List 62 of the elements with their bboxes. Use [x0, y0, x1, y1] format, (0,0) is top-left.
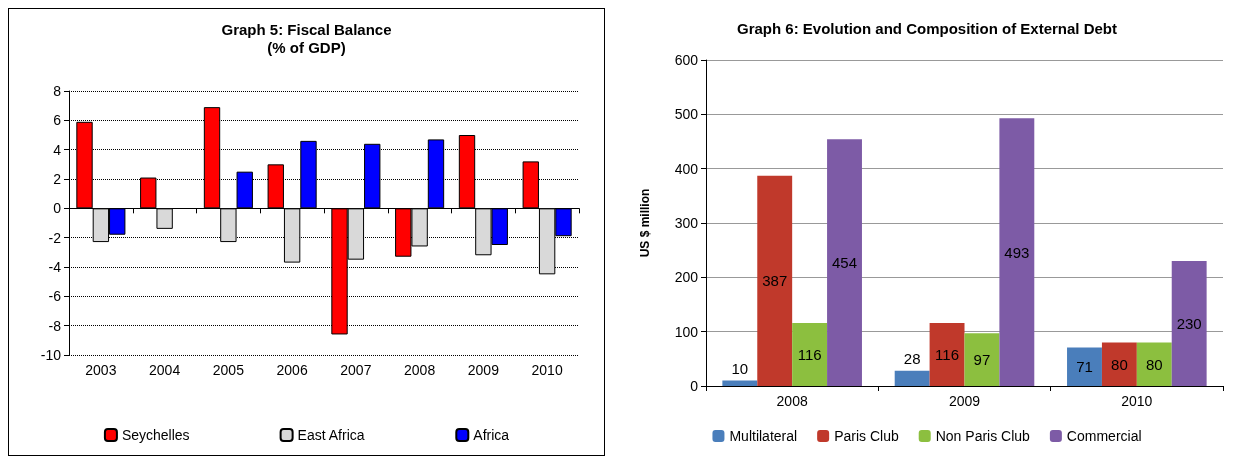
chart-title: Graph 6: Evolution and Composition of External Debt: [736, 19, 1118, 37]
legend-label: Seychelles: [121, 427, 190, 443]
x-tick-label: 2005: [212, 362, 245, 378]
data-label: 10: [731, 359, 749, 377]
chart-title: Graph 5: Fiscal Balance (% of GDP): [221, 20, 392, 56]
data-label: 454: [832, 254, 858, 272]
x-tick-label: 2007: [340, 362, 372, 378]
bar: [999, 118, 1035, 386]
x-tick-label: 2009: [948, 393, 981, 409]
data-label: 80: [1111, 355, 1128, 373]
legend-label: Africa: [473, 427, 510, 443]
bar: [757, 175, 793, 386]
y-tick-label: -8: [48, 317, 62, 334]
data-label: 387: [762, 272, 788, 290]
data-label: 28: [903, 349, 921, 367]
data-label: 97: [973, 351, 991, 369]
x-tick-label: 2008: [776, 393, 808, 409]
y-tick-label: 8: [53, 83, 62, 99]
y-tick-label: 4: [53, 141, 62, 158]
data-label: 116: [935, 345, 960, 363]
y-axis-title: US $ million: [638, 188, 652, 258]
y-tick-label: 400: [674, 160, 699, 177]
bar: [929, 322, 965, 386]
data-label: 71: [1076, 358, 1093, 376]
data-label: 80: [1145, 355, 1163, 373]
y-tick-label: -2: [48, 229, 62, 246]
legend-label: Commercial: [1066, 428, 1142, 444]
x-tick-label: 2009: [467, 362, 500, 378]
y-tick-label: 600: [674, 52, 699, 68]
bar: [964, 333, 1000, 386]
x-tick-label: 2010: [1121, 393, 1153, 409]
bar: [1067, 347, 1102, 386]
data-label: 230: [1176, 315, 1202, 333]
bar: [827, 139, 862, 386]
y-tick-label: 300: [674, 215, 699, 231]
y-tick-label: 2: [53, 171, 62, 187]
y-tick-label: 6: [53, 112, 62, 129]
x-tick-label: 2004: [149, 362, 181, 378]
legend-label: Non Paris Club: [935, 428, 1031, 444]
x-tick-label: 2008: [404, 362, 436, 378]
y-tick-label: 500: [674, 106, 699, 123]
y-tick-label: -6: [48, 288, 62, 305]
data-label: 116: [797, 345, 822, 363]
bar: [792, 322, 828, 386]
legend-label: East Africa: [297, 427, 365, 443]
y-tick-label: 0: [690, 378, 699, 394]
x-tick-label: 2010: [531, 362, 563, 378]
y-tick-label: 0: [53, 200, 62, 217]
y-tick-label: 100: [674, 323, 699, 340]
bar: [1136, 342, 1172, 386]
legend-label: Multilateral: [729, 428, 798, 444]
legend-label: Paris Club: [834, 428, 899, 444]
bar: [1171, 261, 1207, 386]
bar: [894, 370, 930, 386]
x-tick-label: 2003: [85, 362, 117, 378]
bar: [722, 380, 758, 386]
data-label: 493: [1004, 243, 1030, 261]
y-tick-label: -10: [40, 347, 62, 363]
bar: [1101, 342, 1137, 386]
y-tick-label: -4: [48, 259, 62, 275]
y-tick-label: 200: [674, 269, 699, 286]
x-tick-label: 2006: [276, 362, 308, 378]
